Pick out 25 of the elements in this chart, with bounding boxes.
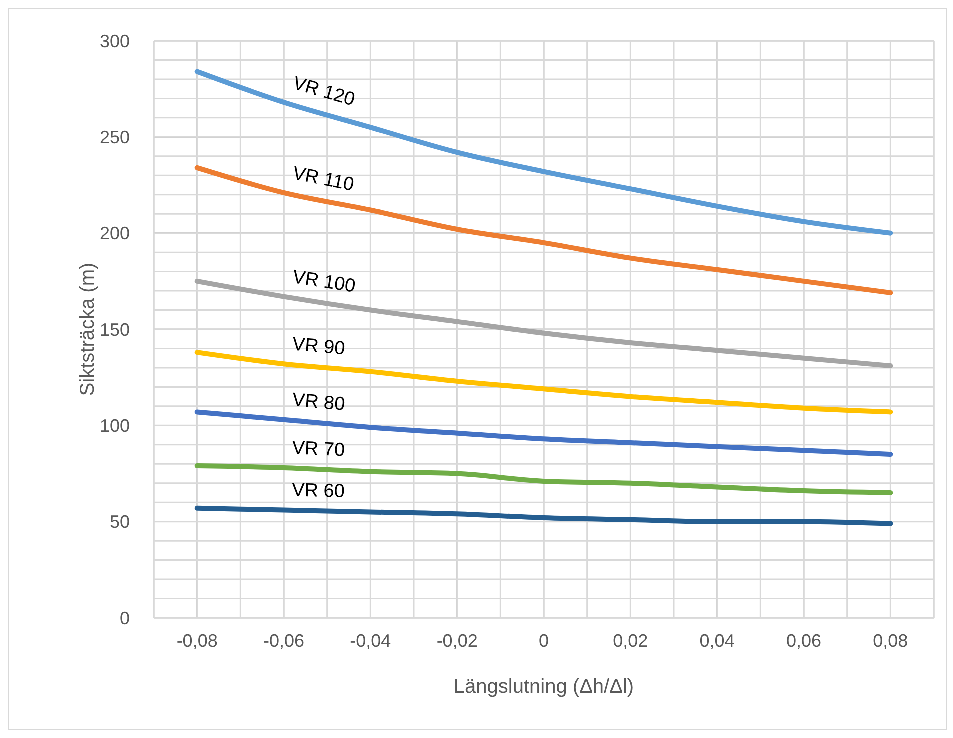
- x-tick-label: 0,02: [613, 630, 648, 651]
- y-axis-title: Siktsträcka (m): [77, 262, 100, 396]
- y-tick-label: 200: [100, 224, 130, 244]
- y-tick-label: 50: [110, 512, 130, 532]
- text: VR 100: [291, 266, 358, 298]
- text: VR 120: [290, 73, 358, 111]
- x-tick-label: -0,02: [436, 630, 478, 651]
- x-tick-label: 0,06: [786, 630, 822, 651]
- text: VR 90: [292, 334, 346, 360]
- x-tick-label: -0,04: [350, 630, 392, 651]
- text: VR 80: [292, 390, 346, 416]
- y-tick-label: 250: [100, 128, 130, 148]
- series-label: VR 70: [292, 438, 346, 462]
- x-tick-label: 0,08: [873, 630, 908, 651]
- y-tick-label: 300: [100, 31, 130, 52]
- series-label: VR 60: [292, 480, 346, 502]
- y-tick-label: 0: [120, 608, 130, 628]
- x-tick-label: -0,08: [176, 630, 218, 651]
- x-axis-title: Längslutning (Δh/Δl): [454, 676, 634, 698]
- y-tick-label: 100: [100, 416, 130, 436]
- text: VR 110: [291, 163, 356, 196]
- x-tick-label: 0: [538, 630, 550, 651]
- y-tick-label: 150: [100, 320, 130, 340]
- x-tick-label: 0,04: [700, 630, 735, 651]
- x-tick-label: -0,06: [263, 630, 305, 651]
